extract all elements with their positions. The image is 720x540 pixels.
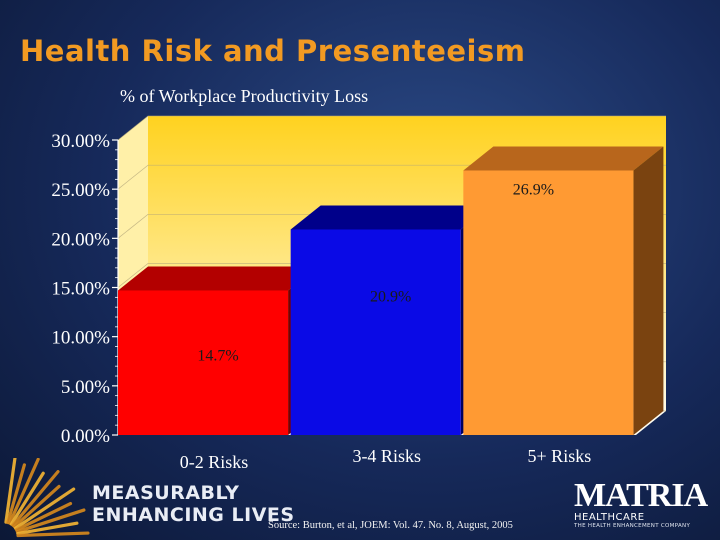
sunburst-ray (12, 484, 61, 529)
y-tick-label: 0.00% (61, 426, 110, 447)
logo-tagline: THE HEALTH ENHANCEMENT COMPANY (574, 523, 691, 529)
sunburst-ray (6, 463, 26, 525)
sunburst-ray (9, 471, 45, 526)
source-citation: Source: Burton, et al, JOEM: Vol. 47. No… (268, 520, 513, 531)
y-tick-label: 5.00% (61, 377, 110, 398)
sunburst-ray (14, 487, 76, 530)
sunburst-ray (4, 458, 17, 524)
sunburst-ray (16, 521, 79, 536)
y-tick-label: 15.00% (51, 279, 110, 300)
chart-title: % of Workplace Productivity Loss (120, 86, 369, 106)
bar-chart: 0.00% 5.00% 10.00% 15.00% 20.00% 25.00% 30.00%… (51, 115, 666, 470)
logo-subtitle: HEALTHCARE (574, 512, 645, 523)
tagline: MEASURABLY ENHANCING LIVES (92, 482, 295, 526)
data-label: 20.9% (370, 288, 411, 305)
data-label: 26.9% (513, 181, 554, 198)
bar-top-face (118, 266, 319, 291)
tagline-line2: ENHANCING LIVES (92, 504, 295, 526)
y-tick-label: 20.00% (51, 229, 110, 250)
data-label: 14.7% (197, 347, 238, 364)
bar-front-face (290, 229, 461, 435)
bar-front-face (118, 290, 289, 435)
bar-3 (463, 146, 664, 435)
bar-side-face (633, 146, 664, 435)
sunburst-ray (15, 508, 86, 534)
category-label: 0-2 Risks (180, 452, 249, 470)
sunburst-ray (8, 458, 40, 525)
bar-2 (290, 205, 491, 435)
category-label: 3-4 Risks (352, 446, 421, 466)
bar-top-face (463, 146, 664, 171)
sunburst-logo-icon (4, 458, 90, 538)
sunburst-ray (14, 501, 73, 532)
slide-title: Health Risk and Presenteeism (20, 34, 526, 68)
bar-front-face (463, 170, 634, 435)
gridline (117, 115, 666, 141)
company-logo: MATRIA HEALTHCARE THE HEALTH ENHANCEMENT… (574, 477, 708, 530)
y-tick-label: 10.00% (51, 328, 110, 349)
sunburst-ray (16, 531, 90, 538)
sunburst-ray (11, 470, 60, 527)
tagline-line1: MEASURABLY (92, 482, 240, 504)
y-tick-label: 25.00% (51, 180, 110, 201)
bar-top-face (290, 205, 491, 230)
y-tick-label: 30.00% (51, 131, 110, 152)
category-label: 5+ Risks (528, 446, 592, 466)
logo-name: MATRIA (574, 477, 708, 514)
